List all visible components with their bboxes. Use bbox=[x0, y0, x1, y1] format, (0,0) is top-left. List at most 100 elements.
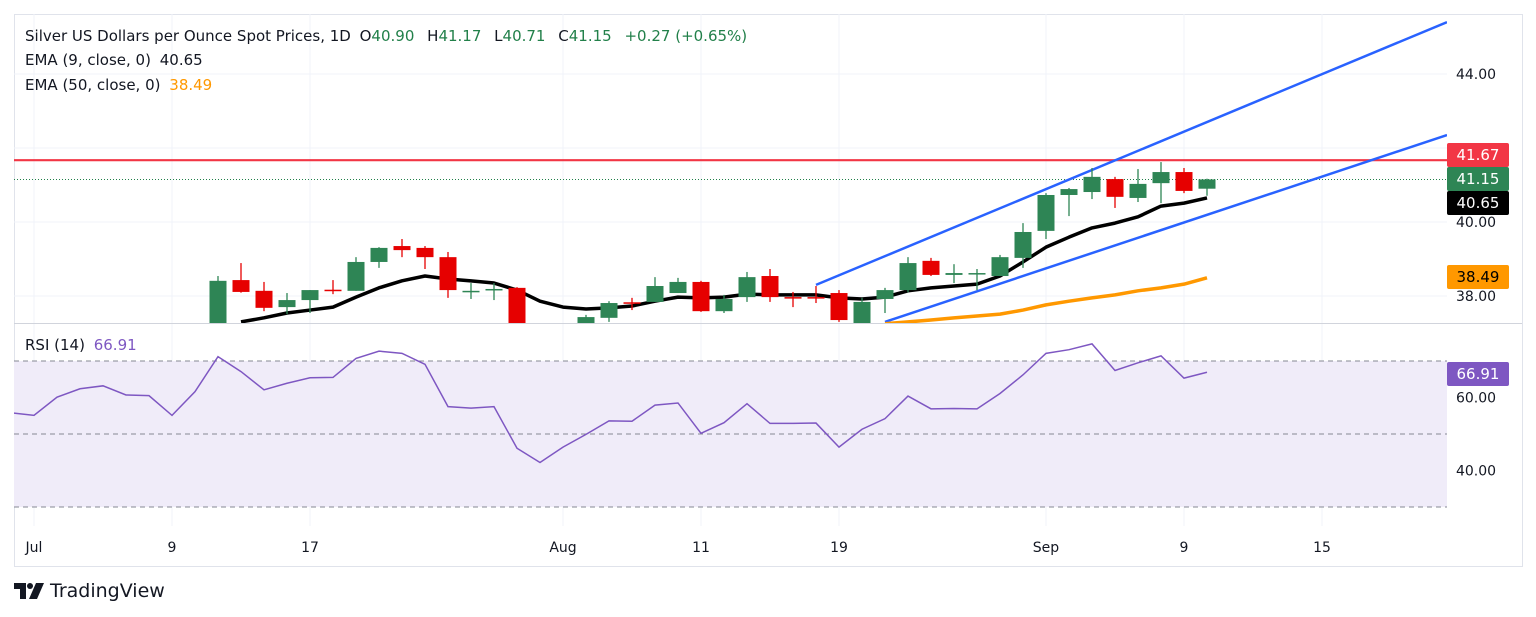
candle[interactable] bbox=[462, 283, 480, 299]
candle[interactable] bbox=[922, 257, 940, 277]
candle[interactable] bbox=[1037, 193, 1055, 240]
candle[interactable] bbox=[876, 287, 894, 314]
tradingview-logo-icon bbox=[14, 583, 44, 599]
low-value: L40.71 bbox=[494, 27, 549, 45]
candle[interactable] bbox=[830, 290, 848, 322]
time-axis-label: 19 bbox=[830, 540, 848, 556]
candle[interactable] bbox=[1152, 162, 1170, 204]
candle-body bbox=[1014, 231, 1032, 258]
candle-body bbox=[324, 289, 342, 292]
rsi-line bbox=[14, 343, 1208, 464]
candle[interactable] bbox=[485, 283, 503, 301]
candle-body bbox=[1198, 179, 1216, 189]
price-axis-label: 40.00 bbox=[1456, 215, 1496, 231]
ema50-price-label: 38.49 bbox=[1447, 265, 1509, 289]
ema9-legend[interactable]: EMA (9, close, 0) 40.65 bbox=[25, 51, 207, 69]
rsi-label: RSI (14) bbox=[25, 336, 85, 354]
candle[interactable] bbox=[255, 281, 273, 312]
ema50-legend[interactable]: EMA (50, close, 0) 38.49 bbox=[25, 76, 216, 94]
candle[interactable] bbox=[1129, 169, 1147, 203]
candle[interactable] bbox=[577, 314, 595, 333]
change-value: +0.27 (+0.65%) bbox=[624, 27, 748, 45]
candle[interactable] bbox=[715, 294, 733, 314]
ema50-line bbox=[884, 276, 1208, 323]
candle-body bbox=[853, 301, 871, 323]
candle-body bbox=[922, 260, 940, 275]
time-axis-label: Jul bbox=[25, 540, 43, 556]
candle[interactable] bbox=[301, 290, 319, 314]
high-number: 41.17 bbox=[438, 27, 482, 45]
price-pane[interactable] bbox=[14, 20, 1447, 337]
symbol-legend[interactable]: Silver US Dollars per Ounce Spot Prices,… bbox=[25, 27, 751, 45]
candle[interactable] bbox=[991, 254, 1009, 277]
candle[interactable] bbox=[1060, 187, 1078, 217]
candle[interactable] bbox=[370, 247, 388, 268]
time-axis-label: Aug bbox=[549, 540, 576, 556]
candle[interactable] bbox=[623, 297, 641, 311]
channel-lower-trendline[interactable] bbox=[884, 133, 1447, 323]
high-value: H41.17 bbox=[427, 27, 485, 45]
candle-body bbox=[462, 290, 480, 293]
candle[interactable] bbox=[968, 268, 986, 291]
candle[interactable] bbox=[692, 280, 710, 312]
candle-body bbox=[1083, 176, 1101, 193]
candle[interactable] bbox=[347, 257, 365, 291]
candle-body bbox=[623, 302, 641, 304]
price-axis-label: 44.00 bbox=[1456, 67, 1496, 83]
time-axis-label: 15 bbox=[1313, 540, 1331, 556]
candle[interactable] bbox=[761, 268, 779, 302]
ema9-value: 40.65 bbox=[159, 51, 203, 69]
candle[interactable] bbox=[853, 297, 871, 329]
candle[interactable] bbox=[508, 287, 526, 337]
candle[interactable] bbox=[1175, 167, 1193, 194]
tradingview-logo[interactable]: TradingView bbox=[14, 580, 165, 602]
candle-body bbox=[876, 290, 894, 299]
high-label: H bbox=[427, 27, 439, 45]
candle[interactable] bbox=[1106, 176, 1124, 208]
candle[interactable] bbox=[945, 264, 963, 284]
resistance-price-label: 41.67 bbox=[1447, 143, 1509, 167]
close-number: 41.15 bbox=[568, 27, 612, 45]
candle[interactable] bbox=[1198, 178, 1216, 196]
candle[interactable] bbox=[278, 293, 296, 315]
candle[interactable] bbox=[232, 263, 250, 293]
candle[interactable] bbox=[784, 291, 802, 308]
rsi-value: 66.91 bbox=[93, 336, 137, 354]
candle[interactable] bbox=[669, 277, 687, 294]
time-axis-label: 17 bbox=[301, 540, 319, 556]
candle-body bbox=[646, 286, 664, 302]
candle-body bbox=[669, 281, 687, 294]
rsi-axis-label: 60.00 bbox=[1456, 391, 1496, 407]
candle[interactable] bbox=[1083, 167, 1101, 200]
candle[interactable] bbox=[393, 239, 411, 258]
candle-body bbox=[508, 287, 526, 323]
candle-body bbox=[945, 273, 963, 275]
low-number: 40.71 bbox=[502, 27, 546, 45]
candle[interactable] bbox=[738, 271, 756, 302]
channel-upper-trendline[interactable] bbox=[815, 20, 1447, 287]
candle-body bbox=[370, 247, 388, 262]
candle-body bbox=[715, 298, 733, 312]
candle[interactable] bbox=[416, 246, 434, 269]
candle[interactable] bbox=[209, 276, 227, 337]
candle[interactable] bbox=[439, 251, 457, 298]
candle-body bbox=[577, 317, 595, 323]
open-label: O bbox=[359, 27, 372, 45]
time-axis-label: 9 bbox=[168, 540, 177, 556]
low-label: L bbox=[494, 27, 503, 45]
candle-body bbox=[899, 263, 917, 291]
candle-body bbox=[1152, 172, 1170, 184]
candle[interactable] bbox=[899, 257, 917, 293]
candle[interactable] bbox=[324, 280, 342, 295]
candle[interactable] bbox=[807, 286, 825, 304]
candle[interactable] bbox=[646, 277, 664, 302]
rsi-pane[interactable] bbox=[11, 343, 1208, 464]
candle-body bbox=[991, 257, 1009, 277]
rsi-band bbox=[14, 360, 1447, 508]
time-axis-label: 9 bbox=[1180, 540, 1189, 556]
candle[interactable] bbox=[600, 301, 618, 322]
rsi-legend[interactable]: RSI (14) 66.91 bbox=[25, 336, 141, 354]
chart-frame bbox=[14, 14, 1523, 567]
candle[interactable] bbox=[1014, 223, 1032, 268]
